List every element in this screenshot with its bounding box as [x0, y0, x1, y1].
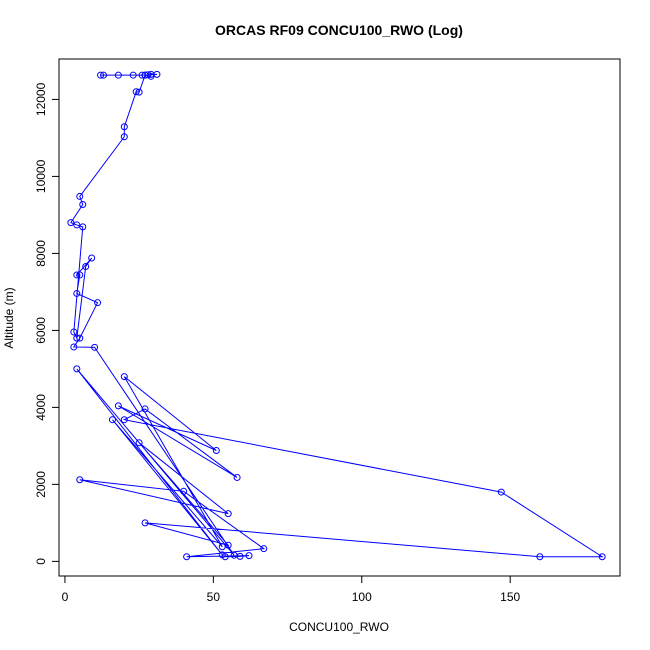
y-tick-label: 4000: [34, 394, 48, 421]
plot-frame: [58, 58, 621, 577]
data-point: [212, 447, 220, 454]
y-tick-label: 2000: [34, 471, 48, 498]
data-point: [141, 405, 149, 413]
data-point: [76, 192, 84, 200]
x-tick-label: 50: [207, 590, 221, 604]
data-point: [76, 271, 84, 279]
series-layer: [67, 70, 606, 561]
data-point: [67, 219, 75, 227]
data-point: [88, 254, 96, 262]
data-point: [70, 328, 78, 336]
y-axis-label: Altitude (m): [2, 287, 16, 348]
data-point: [91, 343, 99, 351]
data-point: [180, 487, 188, 495]
data-point: [497, 488, 505, 496]
y-tick-label: 0: [34, 558, 48, 565]
series-line: [70, 73, 604, 558]
data-point: [536, 553, 544, 561]
data-point: [94, 299, 102, 307]
data-point: [153, 70, 161, 78]
data-point: [129, 71, 137, 79]
chart-title: ORCAS RF09 CONCU100_RWO (Log): [215, 22, 463, 38]
data-point: [79, 201, 87, 209]
data-point: [120, 416, 128, 424]
x-tick-label: 100: [352, 590, 372, 604]
data-point: [221, 553, 229, 561]
x-tick-label: 150: [500, 590, 520, 604]
data-point: [183, 553, 191, 561]
data-point: [76, 334, 84, 342]
data-point: [73, 365, 81, 373]
data-point: [260, 545, 268, 553]
data-point: [224, 510, 232, 518]
x-axis-label: CONCU100_RWO: [289, 620, 389, 634]
y-axis: 0 2000 4000 6000 8000 10000 12000: [34, 82, 60, 565]
data-point: [598, 553, 606, 561]
y-tick-label: 12000: [34, 82, 48, 116]
data-point: [236, 552, 244, 560]
y-tick-label: 6000: [34, 317, 48, 344]
data-point: [120, 133, 128, 141]
y-tick-label: 10000: [34, 159, 48, 193]
x-tick-label: 0: [62, 590, 69, 604]
data-point: [82, 262, 90, 270]
data-point: [73, 221, 81, 229]
data-point: [76, 476, 84, 484]
data-point: [114, 402, 122, 410]
x-axis: 0 50 100 150: [62, 575, 521, 604]
data-point: [233, 473, 241, 481]
y-tick-label: 8000: [34, 240, 48, 267]
data-point: [135, 88, 143, 96]
data-point: [135, 439, 143, 447]
data-point: [108, 416, 116, 424]
data-point: [224, 541, 232, 549]
data-point: [79, 223, 87, 231]
data-point: [120, 373, 128, 381]
data-point: [73, 271, 81, 279]
data-point: [245, 552, 253, 560]
data-point: [73, 289, 81, 297]
data-point: [120, 123, 128, 131]
data-point: [70, 343, 78, 351]
data-point: [97, 71, 105, 79]
data-point: [141, 71, 149, 79]
data-point: [114, 71, 122, 79]
data-point: [73, 334, 81, 342]
data-point: [100, 71, 108, 79]
data-point: [132, 88, 140, 96]
data-point: [141, 519, 149, 527]
